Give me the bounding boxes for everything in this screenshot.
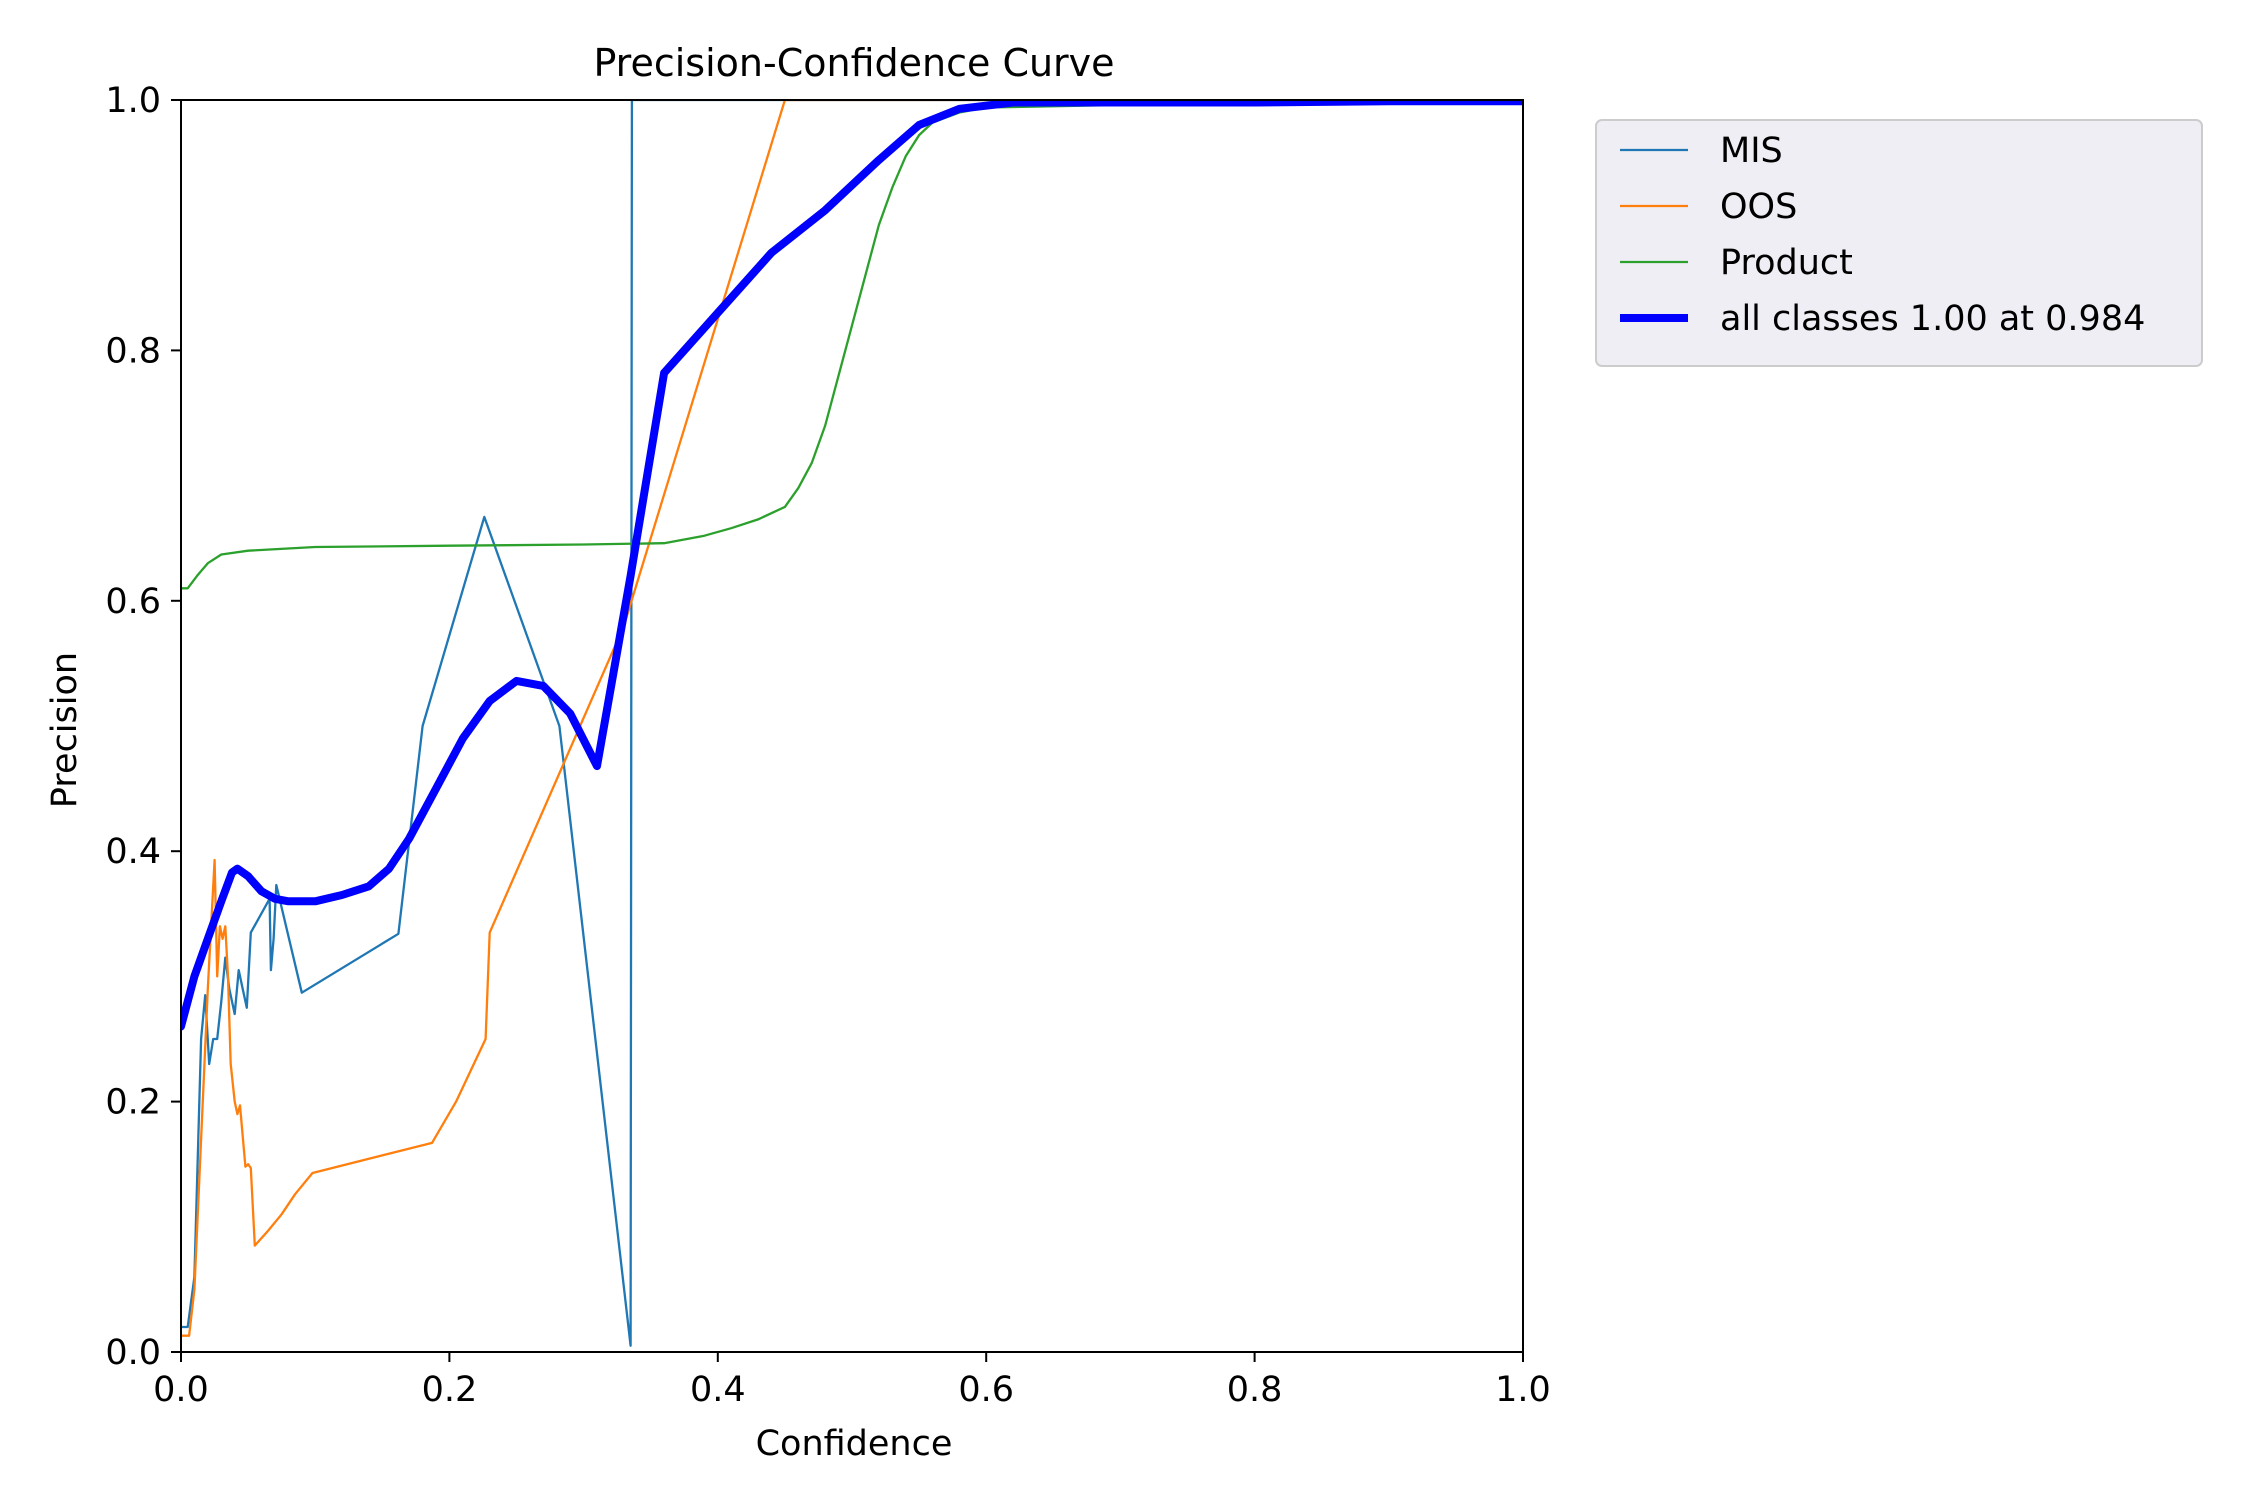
x-tick-label: 0.6 xyxy=(958,1370,1014,1410)
legend: MIS OOS Product all classes 1.00 at 0.984 xyxy=(1595,119,2203,367)
x-tick-label: 0.0 xyxy=(153,1370,209,1410)
y-tick-label: 0.6 xyxy=(105,582,161,622)
legend-box xyxy=(1595,119,2203,367)
legend-label-3: all classes 1.00 at 0.984 xyxy=(1720,299,2145,339)
y-tick-label: 0.8 xyxy=(105,331,161,371)
plot-area: 0.0 0.2 0.4 0.6 0.8 1.0 0.0 0.2 0.4 0.6 0.8 1.0 xyxy=(105,81,1551,1410)
series-line-2 xyxy=(181,100,1523,590)
y-tick-label: 1.0 xyxy=(105,81,161,121)
x-tick-label: 1.0 xyxy=(1495,1370,1551,1410)
y-tick-label: 0.0 xyxy=(105,1333,161,1373)
y-tick-label: 0.4 xyxy=(105,832,161,872)
x-axis-label: Confidence xyxy=(756,1424,953,1464)
x-tick-label: 0.4 xyxy=(690,1370,746,1410)
y-axis-label: Precision xyxy=(45,652,85,808)
x-tick-label: 0.2 xyxy=(422,1370,478,1410)
series-line-0 xyxy=(181,100,1523,1347)
legend-label-2: Product xyxy=(1720,243,1853,283)
series-lines xyxy=(181,100,1523,1347)
y-tick-label: 0.2 xyxy=(105,1083,161,1123)
legend-label-0: MIS xyxy=(1720,131,1783,171)
legend-label-1: OOS xyxy=(1720,187,1797,227)
series-line-3 xyxy=(181,100,1523,1031)
series-line-1 xyxy=(181,100,1523,1337)
x-tick-label: 0.8 xyxy=(1227,1370,1283,1410)
axes-frame xyxy=(180,99,1524,1353)
chart-title: Precision-Confidence Curve xyxy=(593,41,1114,85)
